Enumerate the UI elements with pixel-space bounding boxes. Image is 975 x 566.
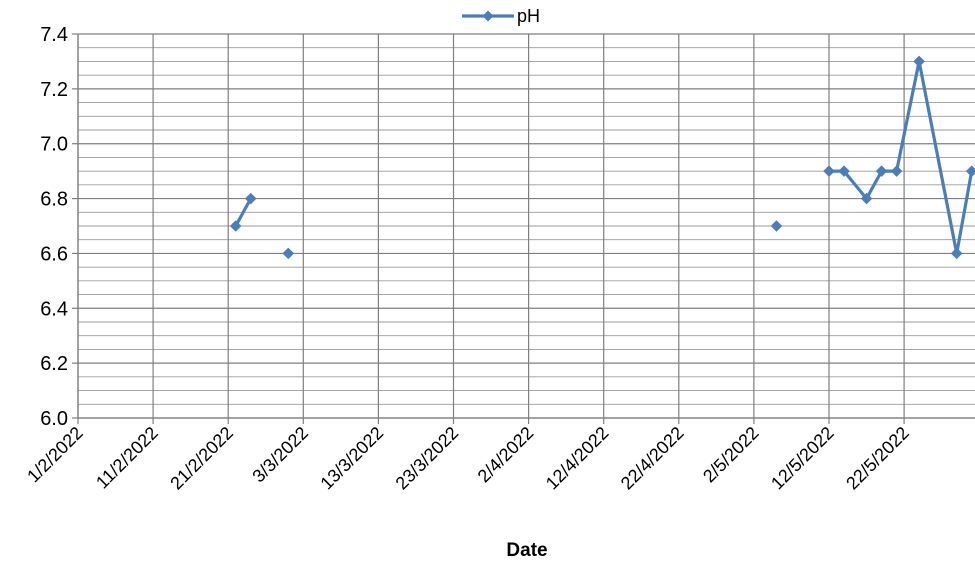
y-tick-labels: 6.0 6.2 6.4 6.6 6.8 7.0 7.2 7.4 [40,24,68,430]
data-point-marker [282,247,295,260]
data-point-marker [860,192,873,205]
y-tick-label: 7.2 [40,79,68,101]
y-tick-label: 6.8 [40,189,68,211]
data-point-marker [229,220,242,232]
series-line-segment [829,59,974,255]
data-point-marker [950,247,963,260]
axes [72,33,975,424]
data-point-marker [823,165,835,177]
y-tick-label: 7.0 [40,134,68,156]
data-point-marker [875,165,888,177]
y-tick-label: 6.4 [40,298,68,320]
series-line-segment [234,197,253,227]
series-ph [229,55,975,260]
data-point-marker [244,192,257,205]
y-tick-label: 7.4 [40,24,68,46]
data-point-marker [890,165,903,177]
data-point-marker [913,55,925,68]
data-point-marker [838,165,850,177]
legend-marker-swatch [482,10,494,22]
data-point-marker [770,220,783,232]
data-point-marker [965,165,975,177]
y-tick-label: 6.6 [40,243,68,265]
y-tick-label: 6.0 [40,408,68,430]
gridlines [77,33,975,419]
legend: pH [462,6,540,26]
y-tick-label: 6.2 [40,353,68,375]
x-axis-title: Date [506,540,547,561]
legend-label-ph: pH [517,6,540,26]
